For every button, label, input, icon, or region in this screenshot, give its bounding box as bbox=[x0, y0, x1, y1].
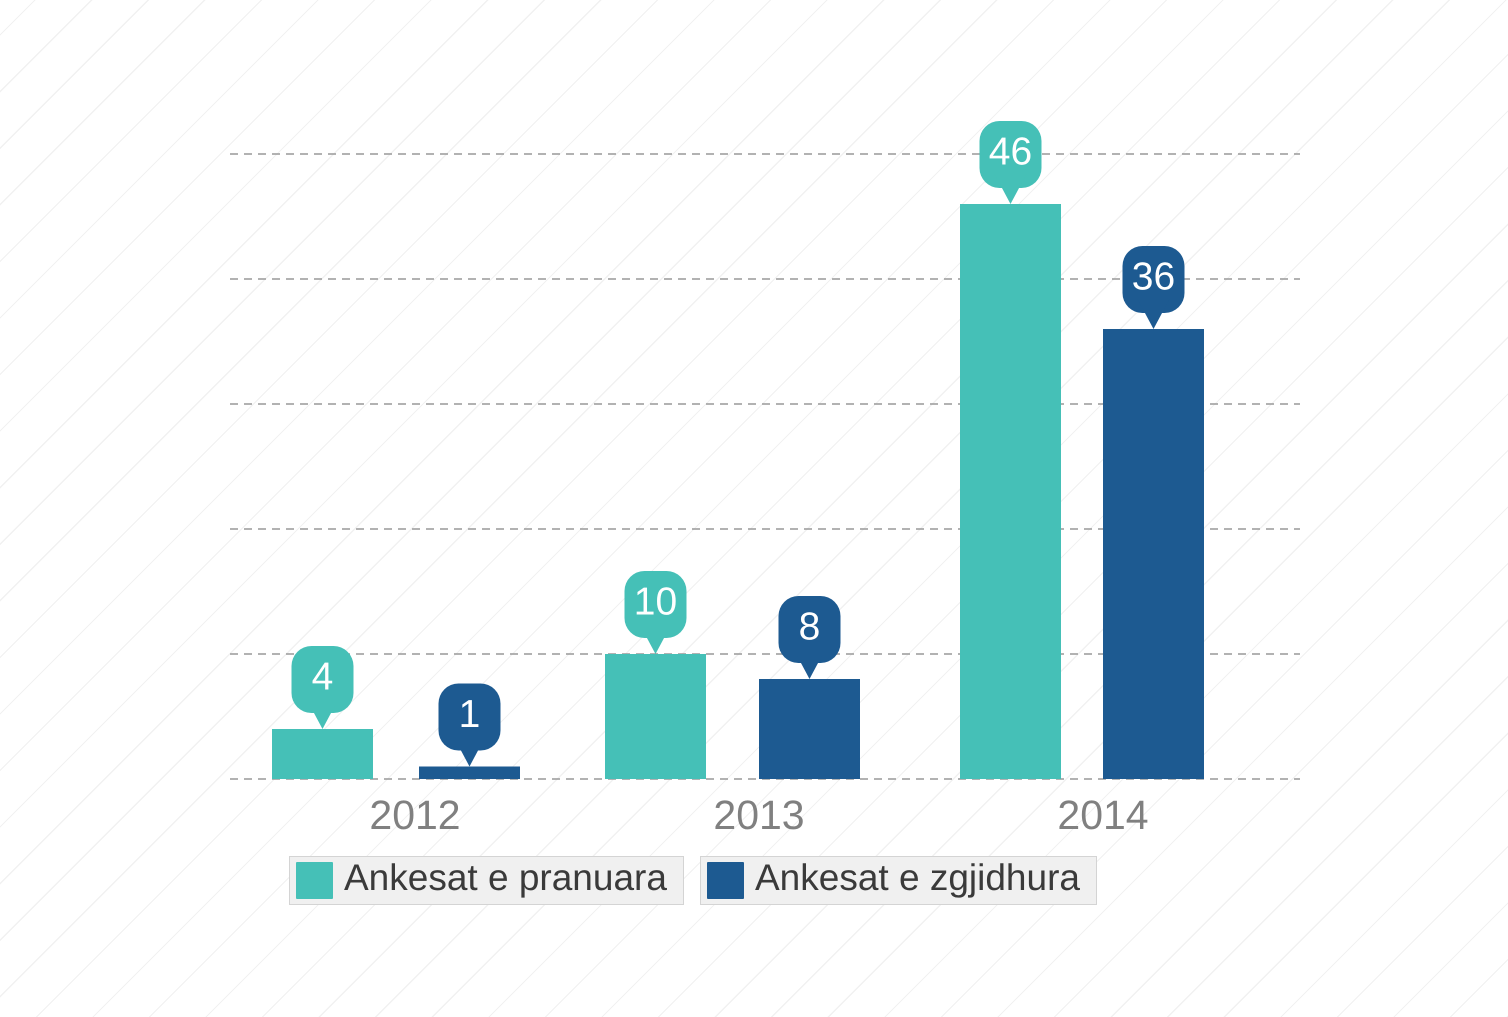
svg-text:36: 36 bbox=[1132, 256, 1175, 299]
svg-text:10: 10 bbox=[634, 581, 677, 624]
svg-text:4: 4 bbox=[312, 656, 334, 699]
svg-text:46: 46 bbox=[989, 131, 1032, 174]
svg-text:1: 1 bbox=[459, 693, 481, 736]
svg-text:8: 8 bbox=[799, 606, 821, 649]
